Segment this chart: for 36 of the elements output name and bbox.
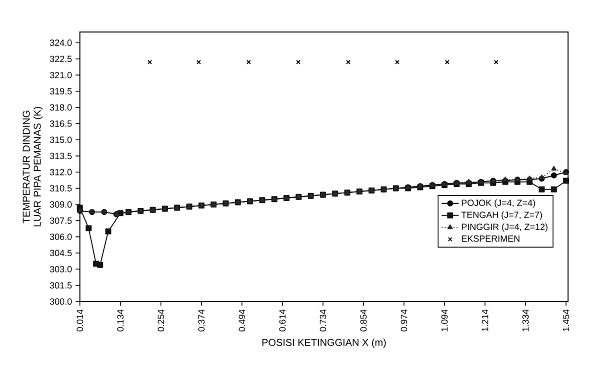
y-tick-label: 303.0 — [50, 266, 72, 272]
y-tick-label: 321.0 — [50, 72, 72, 78]
y-tick-label: 318.0 — [50, 104, 72, 110]
x-tick-label: 1.094 — [441, 309, 448, 331]
legend-label: TENGAH (J=7, Z=7) — [461, 211, 542, 220]
y-tick-label: 324.0 — [50, 39, 72, 46]
y-tick-label: 310.5 — [50, 184, 72, 192]
y-tick-label: 316.5 — [50, 120, 72, 127]
y-tick-label: 306.0 — [50, 233, 72, 240]
x-tick-label: 0.014 — [76, 309, 84, 332]
y-tick-label: 313.5 — [50, 152, 72, 159]
x-tick-label: 0.374 — [198, 309, 205, 332]
x-tick-label: 1.334 — [522, 309, 529, 331]
x-tick-label: 1.214 — [482, 309, 488, 331]
x-tick-label: 0.254 — [158, 309, 164, 332]
y-tick-label: 304.5 — [50, 250, 72, 256]
x-axis-title: POSISI KETINGGIAN X (m) — [262, 338, 386, 348]
y-tick-label: 300.0 — [50, 298, 72, 305]
x-tick-label: 0.734 — [320, 309, 326, 332]
legend-label: PINGGIR (J=4, Z=12) — [462, 223, 548, 232]
legend-label: POJOK (J=4, Z=4) — [462, 199, 535, 208]
y-tick-label: 315.0 — [50, 136, 72, 143]
x-tick-label: 1.454 — [562, 309, 570, 331]
y-tick-label: 307.5 — [50, 217, 72, 224]
y-tick-label: 301.5 — [50, 282, 72, 288]
x-tick-label: 0.494 — [238, 309, 246, 332]
x-tick-label: 0.614 — [279, 309, 286, 332]
legend-label: EKSPERIMEN — [462, 235, 520, 242]
y-tick-label: 309.0 — [50, 201, 72, 208]
y-tick-label: 312.0 — [50, 168, 72, 176]
y-tick-label: 322.5 — [50, 56, 72, 62]
y-tick-label: 319.5 — [50, 88, 72, 94]
x-tick-label: 0.974 — [400, 309, 408, 332]
y-axis-title: TEMPERATUR DINDING LUAR PIPA PEMANAS (K) — [22, 106, 43, 226]
x-tick-label: 0.134 — [117, 309, 124, 332]
x-tick-label: 0.854 — [360, 309, 367, 332]
